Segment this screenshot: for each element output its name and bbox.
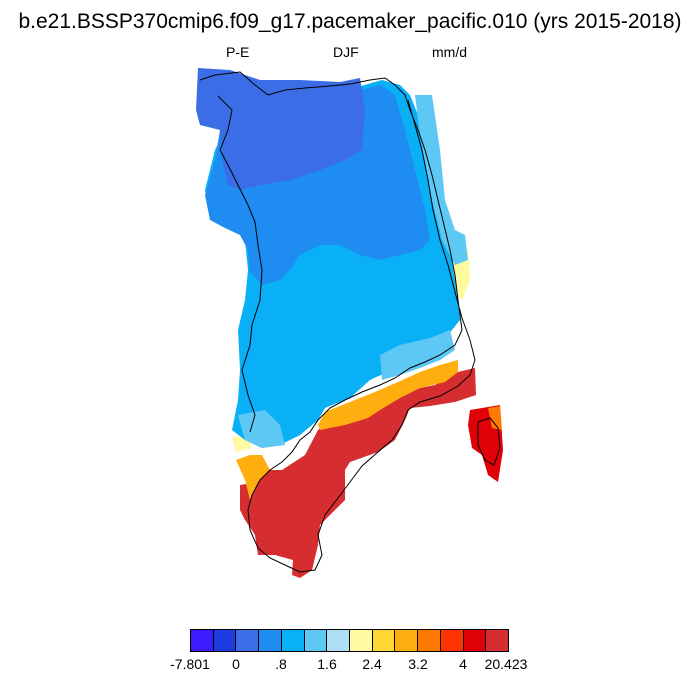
colorbar-swatch-6 xyxy=(327,630,351,651)
colorbar-swatch-11 xyxy=(440,630,464,651)
colorbar-label-4: 2.4 xyxy=(362,656,382,672)
colorbar-swatch-7 xyxy=(350,630,373,651)
units-label: mm/d xyxy=(432,44,467,60)
colorbar-label-0: -7.801 xyxy=(170,656,210,672)
colorbar-swatch-5 xyxy=(304,630,328,651)
island-coastline xyxy=(477,417,501,466)
colorbar-swatch-12 xyxy=(463,630,487,651)
field-region-skyblue-east xyxy=(415,95,468,265)
colorbar-swatch-3 xyxy=(259,630,282,651)
colorbar-label-5: 3.2 xyxy=(408,656,428,672)
colorbar-swatch-0 xyxy=(191,630,214,651)
field-region-island-orange xyxy=(488,406,502,430)
greenland-coastline xyxy=(199,71,476,573)
colorbar-swatch-4 xyxy=(281,630,305,651)
field-region-orange xyxy=(236,455,270,500)
colorbar-label-2: .8 xyxy=(275,656,287,672)
colorbar-label-3: 1.6 xyxy=(317,656,337,672)
colorbar-label-6: 4 xyxy=(459,656,467,672)
plot-title: b.e21.BSSP370cmip6.f09_g17.pacemaker_pac… xyxy=(18,10,682,33)
colorbar-swatch-13 xyxy=(486,630,509,651)
inner-coastline xyxy=(217,95,263,433)
coastline-layer xyxy=(199,71,501,573)
variable-label: P-E xyxy=(226,44,250,60)
colorbar-swatch-2 xyxy=(236,630,260,651)
field-region-skyblue-southeast xyxy=(380,330,455,380)
field-region-skyblue-south xyxy=(238,410,285,448)
colorbar-swatch-10 xyxy=(418,630,441,651)
colorbar-swatch-9 xyxy=(395,630,419,651)
field-region-orange-east xyxy=(318,360,458,430)
colorbar-swatch-8 xyxy=(372,630,396,651)
season-label: DJF xyxy=(333,44,359,60)
field-region-red xyxy=(240,368,476,578)
colorbar-label-1: 0 xyxy=(232,656,240,672)
field-region-darkblue xyxy=(196,68,365,190)
colorbar xyxy=(190,629,509,652)
colorbar-swatch-1 xyxy=(213,630,237,651)
colorbar-label-7: 20.423 xyxy=(484,656,528,672)
field-layer xyxy=(196,68,503,578)
